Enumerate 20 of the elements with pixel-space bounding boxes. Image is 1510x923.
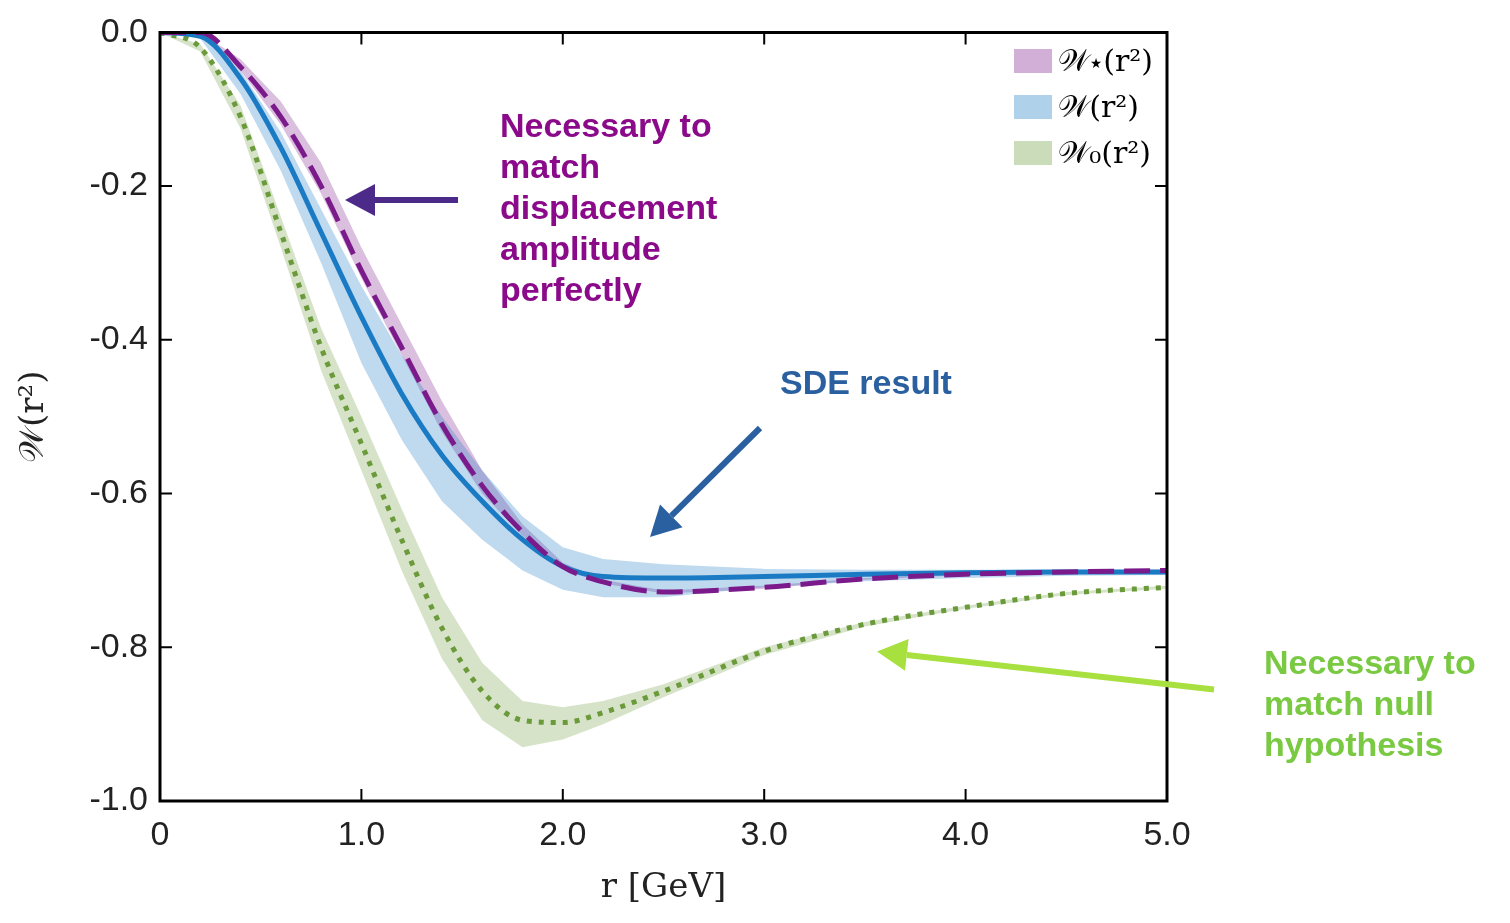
x-axis-title: r [GeV] [600, 865, 727, 906]
legend-label: 𝒲₀(r²) [1058, 135, 1152, 172]
y-tick-label: -0.4 [89, 318, 148, 357]
x-tick-label: 4.0 [941, 813, 990, 852]
text: Necessary to match null hypothesis [1264, 642, 1477, 765]
annotation: Necessary to match displacement amplitude perfectly [500, 105, 719, 310]
y-tick-label: 0.0 [100, 10, 148, 49]
y-tick-label: -1.0 [89, 779, 148, 818]
y-tick-label: -0.8 [89, 625, 148, 664]
annotation: SDE result [780, 362, 953, 403]
y-axis-title: 𝒲(r²) [11, 370, 52, 463]
y-tick-label: -0.2 [89, 164, 148, 203]
y-tick-label: -0.6 [89, 471, 148, 510]
x-tick-label: 1.0 [337, 813, 386, 852]
legend-label: 𝒲(r²) [1058, 89, 1139, 126]
x-tick-label: 2.0 [539, 813, 587, 852]
legend-label: 𝒲⋆(r²) [1058, 43, 1153, 80]
x-tick-label: 3.0 [740, 813, 788, 852]
x-tick-label: 0 [150, 813, 170, 852]
x-tick-label: 5.0 [1143, 813, 1191, 852]
